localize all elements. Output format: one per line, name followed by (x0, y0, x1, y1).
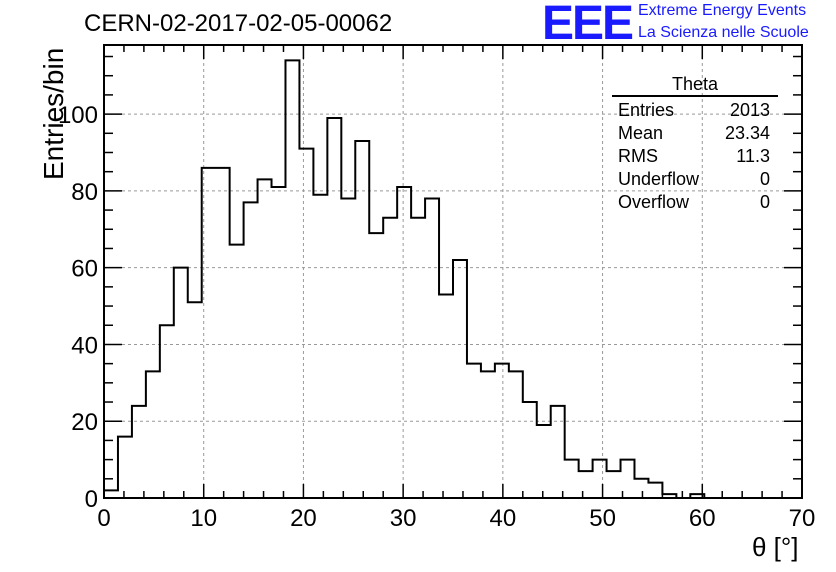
histogram-bin (411, 218, 425, 498)
x-tick-label: 0 (97, 505, 110, 532)
x-tick-label: 20 (290, 505, 317, 532)
stats-row: RMS 11.3 (612, 145, 778, 168)
histogram-bin (397, 187, 411, 498)
histogram-bin (425, 199, 439, 498)
histogram-bin (160, 325, 174, 498)
eee-logo: EEE (542, 0, 634, 50)
histogram-bin (648, 483, 662, 498)
histogram-bin (565, 460, 579, 498)
stats-label: Overflow (618, 192, 690, 212)
histogram-bin (174, 268, 188, 498)
histogram-outline (103, 59, 802, 499)
histogram-bin (341, 199, 355, 498)
logo-line-1: Extreme Energy Events (638, 2, 807, 19)
stats-box: Theta Entries 2013 Mean 23.34 RMS 11.3 Unde… (612, 74, 778, 214)
histogram-bin (118, 437, 132, 498)
histogram-bin (551, 406, 565, 498)
histogram-bin (285, 60, 299, 498)
x-tick-label: 30 (390, 505, 417, 532)
stats-label: Mean (618, 123, 664, 143)
histogram-bin (481, 371, 495, 498)
histogram-bin (383, 218, 397, 498)
y-tick-label: 80 (71, 179, 98, 206)
histogram-bin (634, 479, 648, 498)
y-axis-label: Entries/bin (38, 47, 69, 180)
y-tick-label: 100 (58, 102, 98, 129)
histogram-bin (244, 202, 258, 498)
y-tick-label: 40 (71, 332, 98, 359)
histogram-bin (453, 260, 467, 498)
stats-row: Mean 23.34 (612, 122, 778, 145)
histogram-bin (579, 471, 593, 498)
histogram-bin (299, 149, 313, 498)
stats-title: Theta (612, 74, 778, 97)
stats-row: Overflow 0 (612, 191, 778, 214)
y-tick-label: 0 (85, 486, 98, 513)
histogram-bin (509, 371, 523, 498)
histogram-bin (537, 425, 551, 498)
histogram-bin (467, 364, 481, 498)
histogram-bin (593, 460, 607, 498)
stats-row: Entries 2013 (612, 99, 778, 122)
logo-line-2: La Scienza nelle Scuole (638, 24, 809, 41)
plot-border (103, 44, 803, 499)
histogram-bin (495, 364, 509, 498)
stats-value: 23.34 (724, 123, 770, 143)
histogram-bin (104, 490, 118, 498)
y-tick-label: 60 (71, 256, 98, 283)
plot-frame (103, 44, 803, 499)
stats-label: RMS (618, 146, 658, 166)
stats-value: 0 (759, 169, 770, 189)
y-tick-label: 20 (71, 409, 98, 436)
tick-labels: 0 10 20 30 40 50 60 70 0 20 40 60 80 100 (58, 102, 815, 532)
x-tick-label: 60 (689, 505, 716, 532)
histogram-bin (523, 402, 537, 498)
stats-row: Underflow 0 (612, 168, 778, 191)
histogram-bin (216, 168, 230, 498)
histogram-bin (272, 187, 286, 498)
chart-title: CERN-02-2017-02-05-00062 (84, 10, 393, 37)
histogram-bin (132, 406, 146, 498)
histogram-bin (230, 245, 244, 498)
histogram-bin (258, 179, 272, 498)
histogram-bin (313, 195, 327, 498)
histogram-bin (188, 302, 202, 498)
x-axis-label: θ [°] (752, 532, 799, 562)
y-axis-label-wrap: Entries/bin (0, 48, 69, 200)
x-tick-label: 50 (589, 505, 616, 532)
stats-label: Underflow (618, 169, 700, 189)
histogram-bin (607, 471, 621, 498)
histogram-bars (103, 59, 802, 499)
histogram-bin (439, 295, 453, 498)
x-tick-label: 10 (190, 505, 217, 532)
x-tick-label: 40 (490, 505, 517, 532)
axis-ticks (103, 45, 803, 499)
stats-label: Entries (618, 100, 675, 120)
histogram-bin (146, 371, 160, 498)
histogram-bin (327, 118, 341, 498)
stats-value: 11.3 (736, 146, 770, 166)
stats-value: 0 (759, 192, 770, 212)
histogram-bin (369, 233, 383, 498)
histogram-bin (355, 141, 369, 498)
x-tick-label: 70 (789, 505, 816, 532)
stats-value: 2013 (729, 100, 770, 120)
